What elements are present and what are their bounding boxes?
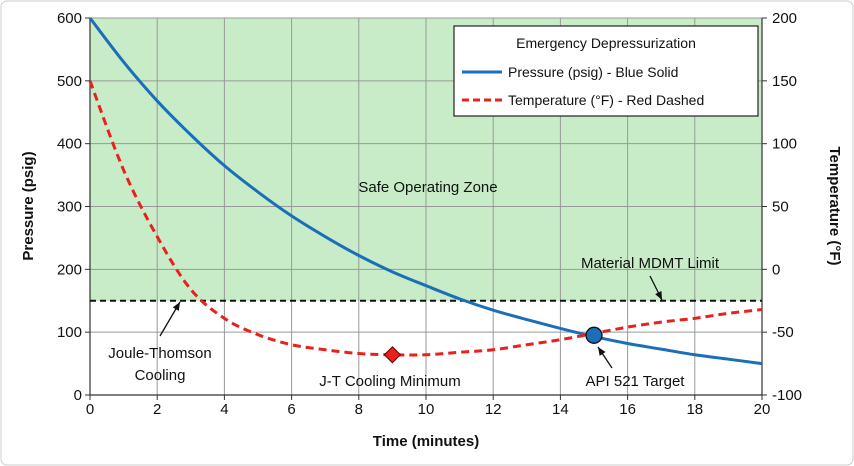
y2-tick-label: -100 — [772, 387, 802, 404]
api-target-marker — [585, 326, 603, 344]
api-arrow-head — [598, 347, 606, 356]
jt-min-label: J-T Cooling Minimum — [319, 373, 460, 390]
temperature-line — [88, 80, 763, 357]
y2-tick-label: 50 — [772, 199, 789, 216]
y2-tick-label: 150 — [772, 73, 797, 90]
api-label: API 521 Target — [586, 373, 686, 390]
x-tick-label: 2 — [153, 401, 161, 418]
pressure-line — [88, 17, 763, 366]
y2-tick-label: 0 — [772, 261, 780, 278]
y-tick-label: 0 — [74, 387, 82, 404]
jt-minimum-marker — [383, 346, 402, 364]
jt-label-line1: Joule-Thomson — [108, 345, 211, 362]
legend-entry-pressure: Pressure (psig) - Blue Solid — [508, 64, 678, 80]
y-tick-label: 500 — [57, 73, 82, 90]
jt-arrow-head — [172, 302, 180, 311]
x-axis-label: Time (minutes) — [373, 433, 479, 450]
x-tick-label: 6 — [287, 401, 295, 418]
y-tick-label: 300 — [57, 199, 82, 216]
y-tick-label: 100 — [57, 324, 82, 341]
y2-tick-label: 100 — [772, 136, 797, 153]
y-tick-label: 200 — [57, 261, 82, 278]
x-tick-label: 10 — [418, 401, 435, 418]
legend-title: Emergency Depressurization — [516, 35, 696, 51]
y2-tick-label: -50 — [772, 324, 794, 341]
mdmt-arrow-head — [655, 291, 662, 300]
x-tick-label: 12 — [485, 401, 502, 418]
y2-axis-label: Temperature (°F) — [826, 146, 843, 265]
y-tick-label: 400 — [57, 136, 82, 153]
jt-label-line2: Cooling — [135, 367, 186, 384]
x-tick-label: 0 — [86, 401, 94, 418]
legend: Emergency Depressurization Pressure (psi… — [453, 25, 759, 117]
x-tick-label: 18 — [686, 401, 703, 418]
mdmt-label: Material MDMT Limit — [581, 255, 720, 272]
x-tick-label: 8 — [355, 401, 363, 418]
x-tick-label: 14 — [552, 401, 569, 418]
safe-zone-label: Safe Operating Zone — [358, 179, 497, 196]
y-tick-label: 600 — [57, 10, 82, 27]
x-tick-label: 20 — [754, 401, 771, 418]
legend-entry-temperature: Temperature (°F) - Red Dashed — [508, 92, 704, 108]
y-axis-label: Pressure (psig) — [20, 151, 37, 260]
x-tick-label: 16 — [619, 401, 636, 418]
y2-tick-label: 200 — [772, 10, 797, 27]
x-tick-label: 4 — [220, 401, 228, 418]
